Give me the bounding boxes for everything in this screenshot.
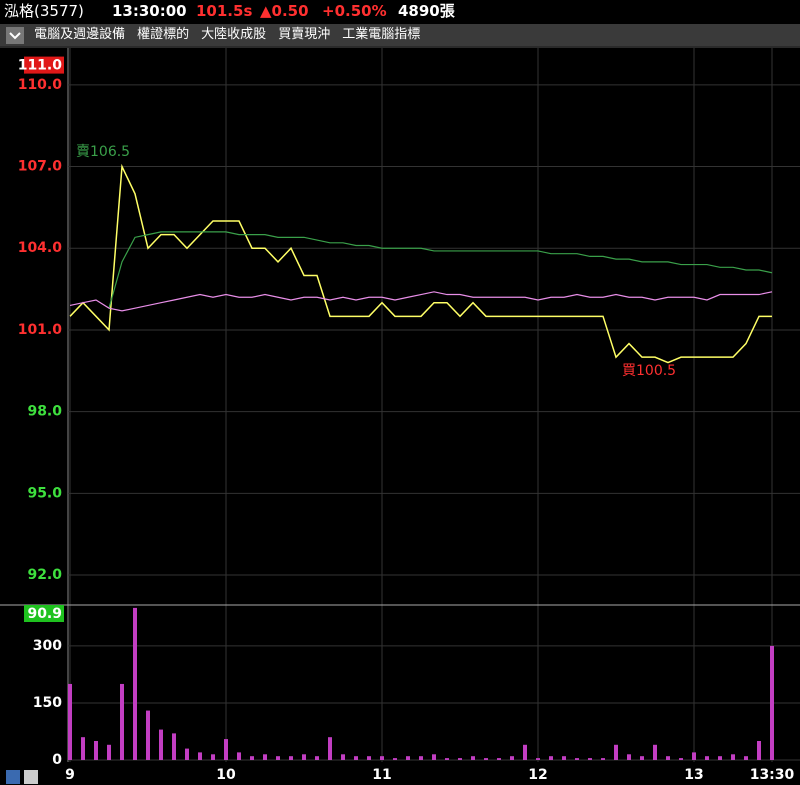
volume-bar	[315, 756, 319, 760]
volume-bar	[523, 744, 527, 760]
annotation: 買100.5	[622, 363, 676, 379]
volume-bar	[107, 744, 111, 760]
volume-bar	[679, 758, 683, 760]
volume-bar	[614, 744, 618, 760]
volume-bar	[237, 752, 241, 760]
volume-bar	[445, 758, 449, 760]
series-line	[108, 231, 773, 309]
menu-item[interactable]: 工業電腦指標	[342, 27, 421, 42]
volume-bar	[198, 752, 202, 760]
menu-item[interactable]: 買賣現沖	[278, 27, 331, 42]
change: ▲0.50	[260, 2, 309, 20]
volume-bar	[692, 752, 696, 760]
x-tick-label: 10	[216, 767, 236, 783]
y-tick-label: 92.0	[27, 567, 62, 583]
volume-bar	[172, 733, 176, 760]
annotation: 賣106.5	[76, 144, 130, 160]
volume-bar	[419, 756, 423, 760]
x-tick-label: 13	[684, 767, 703, 783]
menu-item[interactable]: 電腦及週邊設備	[34, 27, 126, 42]
volume-bar	[224, 739, 228, 760]
y-tick-label: 95.0	[27, 485, 62, 501]
volume-bar	[601, 758, 605, 760]
volume-bar	[731, 754, 735, 760]
volume: 4890張	[398, 2, 455, 20]
time: 13:30:00	[112, 2, 187, 20]
price: 101.5s	[196, 2, 253, 20]
percent: +0.50%	[322, 2, 387, 20]
volume-bar	[471, 756, 475, 760]
volume-bar	[393, 758, 397, 760]
y-tick-label: 104.0	[18, 240, 63, 256]
volume-bar	[770, 645, 774, 760]
volume-bar	[757, 740, 761, 760]
x-tick-label: 13:30	[750, 767, 795, 783]
volume-bar	[250, 756, 254, 760]
menu-item[interactable]: 權證標的	[137, 27, 190, 42]
y-tick-label: 0	[52, 752, 62, 768]
volume-bar	[575, 758, 579, 760]
x-tick-label: 11	[372, 767, 391, 783]
stock-name: 泓格(3577)	[4, 2, 84, 20]
volume-bar	[627, 754, 631, 760]
volume-bar	[341, 754, 345, 760]
volume-bar	[68, 683, 72, 760]
volume-bar	[146, 710, 150, 760]
y-tick-label: 300	[33, 638, 62, 654]
volume-bar	[653, 744, 657, 760]
volume-bar	[211, 754, 215, 760]
volume-bar	[510, 756, 514, 760]
volume-bar	[640, 756, 644, 760]
volume-bar	[432, 754, 436, 760]
volume-bar	[185, 748, 189, 760]
series-line	[69, 291, 773, 312]
volume-bar	[705, 756, 709, 760]
volume-bar	[276, 756, 280, 760]
volume-bar	[497, 758, 501, 760]
volume-bar	[94, 740, 98, 760]
volume-bar	[302, 754, 306, 760]
limit-box	[24, 605, 64, 622]
volume-bar	[562, 756, 566, 760]
volume-bar	[289, 756, 293, 760]
y-tick-label: 111.0	[18, 58, 63, 74]
volume-bar	[133, 607, 137, 760]
x-tick-label: 12	[528, 767, 547, 783]
menu-item[interactable]: 大陸收成股	[201, 27, 267, 42]
volume-bar	[536, 758, 540, 760]
volume-bar	[406, 756, 410, 760]
volume-bar	[120, 683, 124, 760]
x-tick-label: 9	[65, 767, 75, 783]
y-tick-label: 98.0	[27, 404, 62, 420]
series-line	[69, 163, 772, 364]
y-tick-label: 110.0	[18, 77, 63, 93]
y-tick-label: 107.0	[18, 159, 63, 175]
volume-bar	[367, 756, 371, 760]
dropdown-icon[interactable]	[6, 27, 24, 45]
y-tick-label: 90.9	[27, 606, 62, 622]
volume-bar	[263, 754, 267, 760]
limit-box	[24, 56, 64, 74]
menu-bar: 電腦及週邊設備 權證標的 大陸收成股 買賣現沖 工業電腦指標	[0, 24, 800, 46]
volume-bar	[484, 758, 488, 760]
volume-bar	[458, 758, 462, 760]
volume-bar	[328, 737, 332, 760]
y-tick-label: 101.0	[18, 322, 63, 338]
volume-bar	[744, 756, 748, 760]
volume-bar	[718, 756, 722, 760]
y-tick-label: 150	[33, 695, 62, 711]
volume-bar	[159, 729, 163, 760]
volume-bar	[380, 756, 384, 760]
volume-bar	[588, 758, 592, 760]
volume-bar	[81, 737, 85, 760]
header: 泓格(3577) 13:30:00 101.5s ▲0.50 +0.50% 48…	[0, 0, 800, 22]
volume-bar	[549, 756, 553, 760]
volume-bar	[354, 756, 358, 760]
volume-bar	[666, 756, 670, 760]
